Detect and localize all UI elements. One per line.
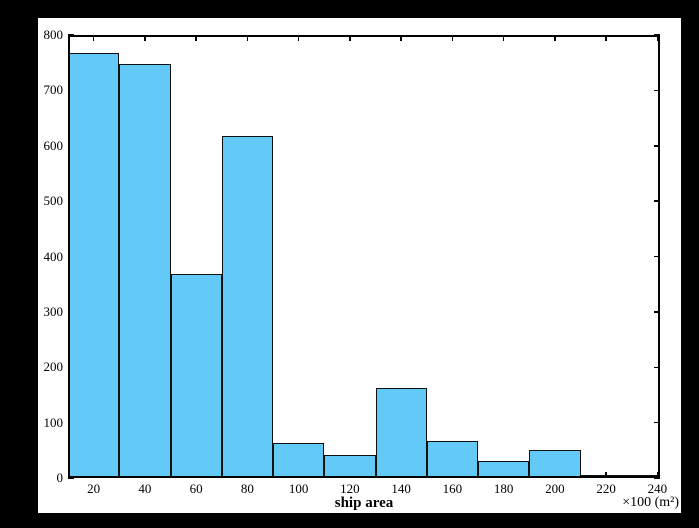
- y-axis-right-tick: [654, 34, 660, 36]
- y-tick-label: 700: [43, 82, 64, 98]
- histogram-bar: [580, 475, 632, 478]
- x-tick-label: 240: [647, 481, 668, 496]
- histogram-bar: [273, 442, 325, 478]
- histogram-bar: [375, 387, 427, 478]
- x-axis-top-tick: [400, 35, 402, 41]
- x-axis-top-tick: [144, 35, 146, 41]
- x-axis-top-tick: [656, 35, 659, 41]
- x-tick-label: 160: [442, 481, 463, 496]
- x-tick-label: 120: [340, 481, 360, 496]
- x-axis-tick: [656, 472, 659, 478]
- y-axis-tick: [68, 477, 74, 479]
- x-axis-top-tick: [605, 35, 607, 41]
- y-tick-label: 800: [43, 27, 64, 42]
- y-tick-label: 400: [43, 248, 64, 264]
- histogram-bar: [170, 274, 222, 478]
- y-axis-right-tick: [654, 255, 660, 258]
- y-tick-label: 0: [56, 470, 64, 485]
- x-axis-top-tick: [246, 35, 249, 41]
- histogram-bar: [426, 441, 479, 478]
- x-tick-label: 200: [545, 481, 565, 496]
- x-tick-label: 60: [189, 481, 203, 496]
- x-tick-label: 100: [288, 481, 309, 496]
- y-axis-right-tick: [654, 477, 660, 479]
- x-axis-top-tick: [554, 35, 556, 41]
- histogram-bar: [324, 454, 376, 478]
- y-axis-right-tick: [654, 89, 660, 92]
- y-axis-right-tick: [654, 200, 660, 202]
- y-axis-right-tick: [654, 311, 660, 313]
- x-axis-top-tick: [502, 35, 505, 41]
- x-axis-top-tick: [92, 35, 95, 41]
- x-axis-title: ship area: [334, 495, 394, 511]
- figure: ship area ×100 (m²) 20 40 60 80 100 120 140 160…: [38, 18, 681, 513]
- y-tick-label: 300: [43, 303, 64, 319]
- x-tick-label: 180: [493, 481, 514, 496]
- y-tick-label: 500: [43, 193, 64, 209]
- x-axis-unit-label: ×100 (m²): [622, 495, 679, 510]
- histogram-bar: [221, 136, 274, 478]
- x-axis-tick: [605, 472, 607, 478]
- x-axis-top-tick: [451, 35, 454, 41]
- x-axis-top-tick: [195, 35, 197, 41]
- x-tick-label: 40: [138, 481, 152, 496]
- histogram-bar: [119, 63, 171, 478]
- x-axis-top-tick: [297, 35, 300, 41]
- x-tick-label: 80: [240, 481, 254, 496]
- y-tick-label: 600: [43, 137, 64, 153]
- histogram-bar: [478, 460, 530, 478]
- histogram-bar: [68, 52, 120, 478]
- x-axis-top-tick: [349, 35, 351, 41]
- y-tick-label: 200: [43, 359, 64, 375]
- x-tick-label: 220: [596, 481, 616, 496]
- y-tick-label: 100: [43, 414, 64, 430]
- plot-area: [68, 34, 660, 479]
- histogram-bar: [529, 449, 581, 478]
- y-axis-right-tick: [654, 145, 660, 147]
- x-tick-label: 20: [87, 481, 101, 496]
- histogram-bar: [631, 475, 660, 478]
- y-axis-right-tick: [654, 421, 660, 424]
- y-axis-tick: [68, 34, 74, 36]
- x-tick-label: 140: [391, 481, 411, 496]
- y-axis-right-tick: [654, 366, 660, 368]
